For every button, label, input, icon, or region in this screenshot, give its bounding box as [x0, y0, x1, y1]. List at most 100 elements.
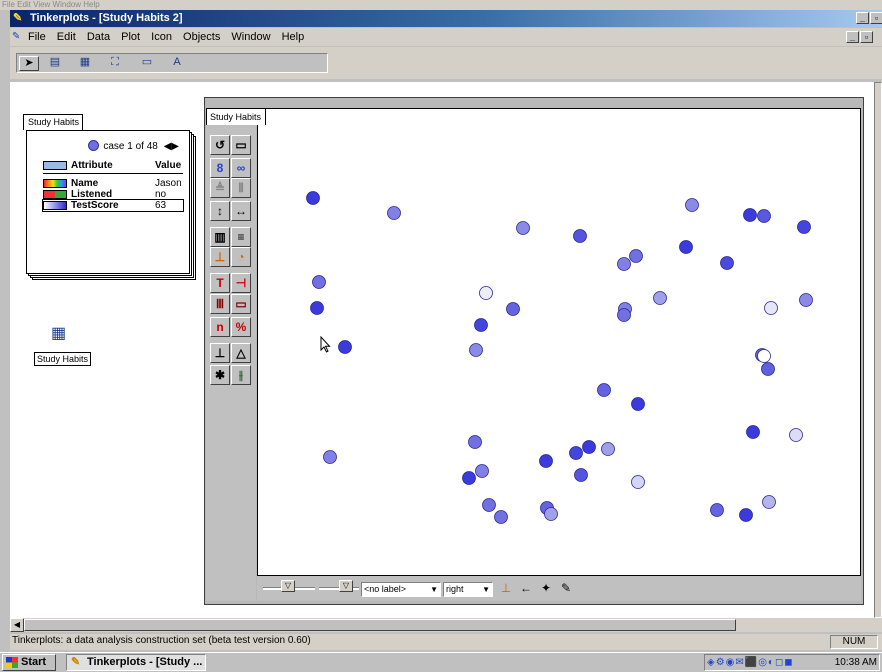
menu-objects[interactable]: Objects — [183, 31, 221, 43]
case-point[interactable] — [506, 302, 520, 316]
box-icon[interactable]: ▭ — [231, 294, 251, 314]
case-point[interactable] — [462, 471, 476, 485]
case-point[interactable] — [679, 240, 693, 254]
separate-icon[interactable]: ▭ — [231, 135, 251, 155]
table-icon-label[interactable]: Study Habits — [34, 352, 92, 366]
attribute-row-listened[interactable]: Listened no — [43, 189, 183, 200]
case-point[interactable] — [720, 256, 734, 270]
median-triangle-icon[interactable]: △ — [231, 343, 251, 363]
case-point[interactable] — [479, 286, 493, 300]
case-point[interactable] — [629, 249, 643, 263]
fuse-horizontal-icon[interactable]: ↔ — [231, 201, 251, 221]
plot-canvas[interactable] — [257, 125, 861, 575]
maximize-button[interactable]: ▫ — [870, 12, 882, 24]
case-point[interactable] — [631, 397, 645, 411]
case-point[interactable] — [312, 275, 326, 289]
order-vertical-icon[interactable]: ≜ — [210, 178, 230, 198]
case-point[interactable] — [799, 293, 813, 307]
horizontal-scrollbar[interactable]: ◀ — [10, 618, 882, 632]
scroll-thumb[interactable] — [24, 619, 736, 631]
case-point[interactable] — [685, 198, 699, 212]
drop-icon[interactable]: ⊥ — [500, 581, 512, 595]
doc-restore-button[interactable]: ▫ — [860, 31, 873, 43]
case-point[interactable] — [797, 220, 811, 234]
stack-horizontal-icon[interactable]: ∞ — [231, 158, 251, 178]
count-icon[interactable]: n — [210, 317, 230, 337]
crosshair-icon[interactable]: ✦ — [540, 581, 552, 595]
value-bar-icon[interactable]: ▥ — [210, 227, 230, 247]
tray-icons[interactable]: ◈⚙◉✉⬛◎◐◻◼ — [707, 657, 794, 668]
doc-minimize-button[interactable]: _ — [846, 31, 859, 43]
case-point[interactable] — [482, 498, 496, 512]
table-icon[interactable]: ▦ — [51, 325, 67, 342]
average-icon[interactable]: ⊥ — [210, 343, 230, 363]
case-point[interactable] — [746, 425, 760, 439]
case-point[interactable] — [761, 362, 775, 376]
minimize-button[interactable]: _ — [856, 12, 869, 24]
horizontal-bar-icon[interactable]: ≡ — [231, 227, 251, 247]
case-point[interactable] — [617, 257, 631, 271]
document-icon[interactable]: ✎ — [12, 31, 21, 42]
plot-tool-icon[interactable]: ⛶ — [111, 56, 119, 68]
case-point[interactable] — [631, 475, 645, 489]
case-point[interactable] — [582, 440, 596, 454]
size-slider-knob[interactable]: ▽ — [281, 580, 295, 592]
case-point[interactable] — [338, 340, 352, 354]
pie-icon[interactable]: ◔ — [231, 247, 251, 267]
case-point[interactable] — [762, 495, 776, 509]
case-point[interactable] — [743, 208, 757, 222]
menu-file[interactable]: File — [28, 31, 46, 43]
case-point[interactable] — [597, 383, 611, 397]
order-horizontal-icon[interactable]: ⫴ — [231, 178, 251, 198]
case-point[interactable] — [757, 209, 771, 223]
position-dropdown[interactable]: right ▼ — [443, 582, 493, 597]
case-point[interactable] — [789, 428, 803, 442]
case-point[interactable] — [468, 435, 482, 449]
workspace-vertical-scrollbar[interactable] — [874, 82, 882, 618]
next-case-icon[interactable]: ▶ — [171, 141, 179, 152]
case-point[interactable] — [653, 291, 667, 305]
mix-up-icon[interactable]: ↺ — [210, 135, 230, 155]
case-point[interactable] — [739, 508, 753, 522]
case-point[interactable] — [539, 454, 553, 468]
case-point[interactable] — [387, 206, 401, 220]
mix-slider-knob[interactable]: ▽ — [339, 580, 353, 592]
pencil-icon[interactable]: ✎ — [560, 581, 572, 595]
case-point[interactable] — [710, 503, 724, 517]
reference-line-horizontal-icon[interactable]: ⊣ — [231, 273, 251, 293]
case-point[interactable] — [764, 301, 778, 315]
pointer-tool-icon[interactable]: ➤ — [19, 56, 39, 71]
menu-help[interactable]: Help — [281, 31, 305, 43]
case-point[interactable] — [310, 301, 324, 315]
case-point[interactable] — [306, 191, 320, 205]
case-point[interactable] — [516, 221, 530, 235]
case-point[interactable] — [757, 349, 771, 363]
stack-vertical-icon[interactable]: 8 — [210, 158, 230, 178]
menu-icon[interactable]: Icon — [151, 31, 172, 43]
case-card-tool-icon[interactable]: ▤ — [49, 56, 61, 68]
scroll-left-icon[interactable]: ◀ — [10, 618, 24, 632]
prev-case-icon[interactable]: ◀ — [163, 141, 172, 152]
hat-plot-icon[interactable]: ⫲ — [231, 365, 251, 385]
table-tool-icon[interactable]: ▦ — [79, 56, 91, 68]
menu-plot[interactable]: Plot — [121, 31, 141, 43]
case-point[interactable] — [601, 442, 615, 456]
slider-tool-icon[interactable]: ▭ — [141, 56, 153, 68]
ruler-icon[interactable]: ✱ — [210, 365, 230, 385]
case-point[interactable] — [617, 308, 631, 322]
case-point[interactable] — [323, 450, 337, 464]
label-dropdown[interactable]: <no label> ▼ — [361, 582, 441, 597]
attribute-row-name[interactable]: Name Jason — [43, 178, 183, 189]
histogram-icon[interactable]: ⊥ — [210, 247, 230, 267]
menu-window[interactable]: Window — [231, 31, 271, 43]
case-point[interactable] — [544, 507, 558, 521]
text-tool-icon[interactable]: A — [173, 56, 181, 68]
case-point[interactable] — [475, 464, 489, 478]
menu-edit[interactable]: Edit — [56, 31, 76, 43]
case-point[interactable] — [573, 229, 587, 243]
divider-icon[interactable]: Ⅲ — [210, 294, 230, 314]
reference-line-vertical-icon[interactable]: T — [210, 273, 230, 293]
case-point[interactable] — [474, 318, 488, 332]
start-button[interactable]: Start — [2, 654, 56, 671]
percent-icon[interactable]: % — [231, 317, 251, 337]
